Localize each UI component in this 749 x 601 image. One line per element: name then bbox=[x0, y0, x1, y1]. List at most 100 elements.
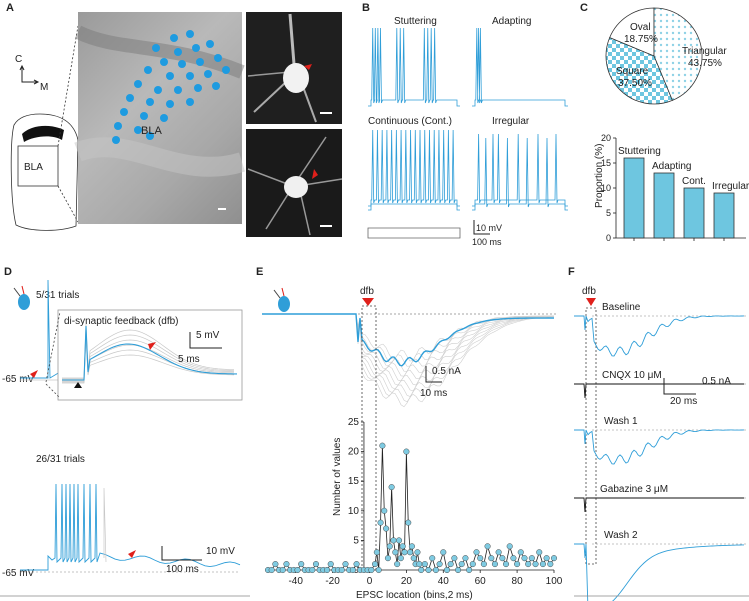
f-dfb-label: dfb bbox=[582, 286, 596, 297]
trace-label-adapting: Adapting bbox=[492, 16, 531, 27]
recorded-cell-dot bbox=[120, 108, 128, 116]
recorded-cell-dot bbox=[186, 72, 194, 80]
e-hist-point bbox=[371, 561, 379, 568]
trace-irregular-sweep bbox=[472, 133, 568, 207]
f-trace-baseline bbox=[574, 315, 745, 357]
panel-b-traces: Stuttering Adapting Continuous (Cont.) I… bbox=[367, 16, 568, 247]
trace-adapting bbox=[472, 27, 568, 107]
f-trace-gabazine bbox=[574, 497, 744, 513]
e-hist-point bbox=[451, 555, 458, 562]
d-bottom-trace bbox=[20, 483, 241, 571]
panel-f-letter: F bbox=[568, 266, 575, 278]
top-trials-label: 5/31 trials bbox=[36, 290, 79, 301]
e-hist-point bbox=[381, 507, 388, 514]
inset-trace-grey bbox=[62, 329, 235, 381]
bar-adapting bbox=[653, 172, 675, 239]
e-hist-point bbox=[510, 555, 517, 562]
recorded-cell-dot bbox=[166, 100, 174, 108]
e-hist-point bbox=[436, 561, 443, 568]
trace-irregular-sweep bbox=[472, 137, 568, 211]
inset-scale-t: 5 ms bbox=[178, 354, 200, 365]
pie-slice-square bbox=[605, 37, 673, 105]
trace-label-continuous: Continuous (Cont.) bbox=[368, 116, 452, 127]
panel-b-letter: B bbox=[362, 2, 370, 14]
inset-title: di-synaptic feedback (dfb) bbox=[64, 316, 179, 327]
trace-irregular bbox=[472, 133, 568, 211]
inset-trace-mean bbox=[62, 325, 238, 381]
f-label-wash1: Wash 1 bbox=[604, 416, 638, 427]
e-scale-t: 10 ms bbox=[420, 388, 447, 399]
e-hist-point bbox=[517, 549, 524, 556]
e-hist-point bbox=[432, 566, 439, 574]
trace-stuttering-sweep bbox=[368, 27, 460, 107]
f-scale-i: 0.5 nA bbox=[702, 376, 731, 387]
e-hist-point bbox=[414, 549, 421, 556]
e-hist-point bbox=[373, 549, 380, 556]
pie-value-triangular: 43.75% bbox=[688, 58, 722, 69]
e-hist-point bbox=[401, 549, 408, 556]
bar-irregular bbox=[713, 192, 735, 239]
e-hist-point bbox=[488, 555, 495, 562]
e-hist-point bbox=[309, 566, 316, 574]
e-hist-point bbox=[268, 566, 275, 574]
e-hist-point bbox=[323, 566, 331, 574]
e-hist-point bbox=[521, 555, 528, 562]
recorded-cell-dot bbox=[126, 94, 134, 102]
trace-adapting-sweep bbox=[472, 27, 568, 107]
e-hist-point bbox=[408, 543, 415, 550]
recorded-cell-dot bbox=[214, 54, 222, 62]
recorded-cell-dot bbox=[144, 66, 152, 74]
e-hist-point bbox=[484, 543, 491, 550]
brain-outline bbox=[10, 113, 79, 231]
pie-value-square: 37.50% bbox=[618, 78, 652, 89]
e-hist-point bbox=[536, 549, 543, 556]
trace-continuous-sweep bbox=[368, 129, 460, 207]
e-hist-point bbox=[405, 519, 412, 526]
panel-b-scale-time: 100 ms bbox=[472, 237, 502, 247]
e-hist-point bbox=[312, 561, 320, 568]
panel-c-pie-chart: Oval 18.75% Triangular 43.75% Square 37.… bbox=[605, 7, 727, 105]
recorded-cell-dot bbox=[206, 40, 214, 48]
e-hist-point bbox=[469, 561, 476, 568]
e-hist-point bbox=[495, 549, 502, 556]
f-label-baseline: Baseline bbox=[602, 302, 641, 313]
e-hist-point bbox=[392, 549, 399, 556]
e-hist-point bbox=[416, 561, 423, 568]
bar-category-label: Cont. bbox=[682, 176, 706, 187]
bottom-rest-label: -65 mV bbox=[2, 568, 35, 579]
e-trace-mean bbox=[262, 313, 555, 367]
e-hist-point bbox=[294, 566, 301, 574]
e-hist-point bbox=[539, 561, 546, 568]
bar-y-tick-label: 20 bbox=[601, 133, 611, 143]
bar-stuttering bbox=[623, 157, 645, 239]
panel-f-traces: dfb Baseline CNQX 10 μM Wash 1 Gabazine … bbox=[574, 286, 749, 601]
bla-micrograph: BLA bbox=[74, 12, 245, 224]
recorded-cell-dot bbox=[160, 58, 168, 66]
e-hist-point bbox=[377, 519, 384, 526]
recorded-cell-dots bbox=[112, 30, 230, 144]
e-hist-x-tick-label: 100 bbox=[546, 576, 563, 587]
d-bottom-trace-grey bbox=[103, 487, 107, 563]
inset-red-arrow bbox=[148, 342, 156, 350]
e-trace-grey bbox=[262, 313, 555, 362]
e-hist-point bbox=[480, 561, 487, 568]
panel-a-letter: A bbox=[6, 2, 14, 14]
e-hist-point bbox=[397, 555, 404, 562]
e-hist-x-tick-label: 0 bbox=[367, 576, 373, 587]
recorded-cell-dot bbox=[192, 44, 200, 52]
e-trace-grey bbox=[262, 313, 555, 403]
recorded-cell-dot bbox=[194, 84, 202, 92]
recorded-cell-dot bbox=[170, 34, 178, 42]
e-hist-point bbox=[525, 561, 532, 568]
bar-y-tick-label: 5 bbox=[606, 208, 611, 218]
recorded-cell-dot bbox=[186, 98, 194, 106]
recorded-cell-dot bbox=[186, 30, 194, 38]
e-scale-i: 0.5 nA bbox=[432, 366, 461, 377]
e-hist-y-tick-label: 20 bbox=[348, 447, 360, 458]
e-hist-point bbox=[375, 566, 382, 574]
recorded-cell-dot bbox=[152, 44, 160, 52]
e-hist-point bbox=[443, 566, 451, 574]
pie-value-oval: 18.75% bbox=[624, 34, 658, 45]
f-label-wash2: Wash 2 bbox=[604, 530, 638, 541]
e-hist-y-tick-label: 10 bbox=[348, 506, 360, 517]
